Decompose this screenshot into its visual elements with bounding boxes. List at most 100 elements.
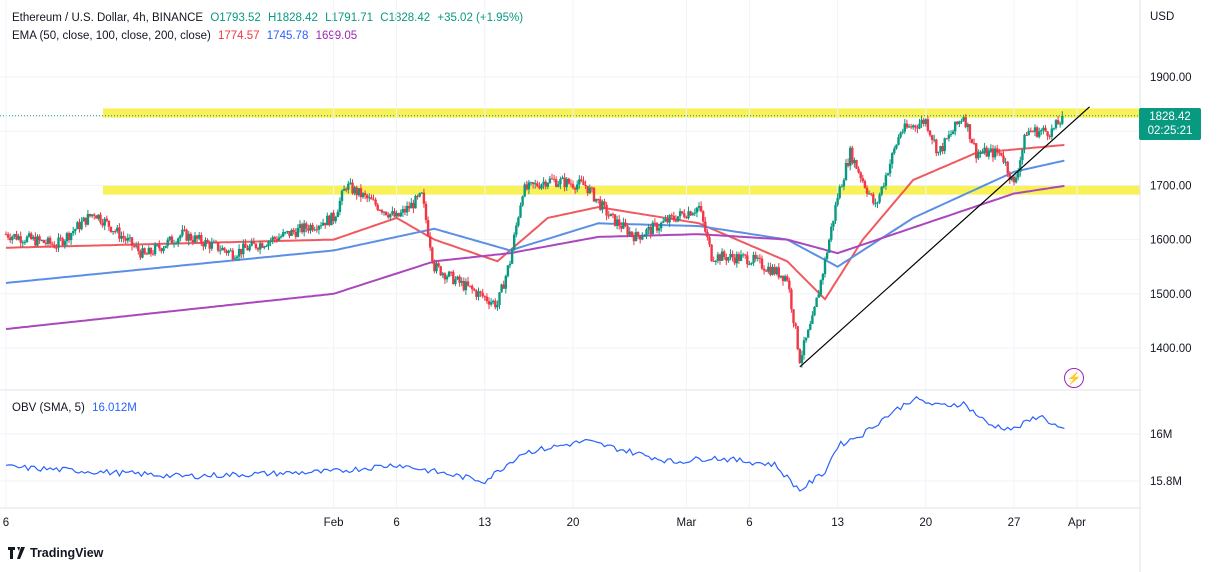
candle-body [962,117,965,121]
candle-body [479,291,482,293]
candle-body [221,247,224,251]
candle-body [153,244,157,255]
candle-body [67,233,71,241]
candle-body [494,300,497,308]
candle-body [445,276,449,280]
candle-body [735,254,738,264]
candle-body [655,223,659,231]
candle-body [796,326,799,350]
candle-body [248,245,251,251]
candle-body [231,250,234,260]
time-tick: Apr [1068,517,1086,529]
candle-body [632,235,636,242]
candle-body [670,215,673,217]
candle-body [569,183,573,185]
candle-body [899,132,902,138]
candle-body [122,236,125,239]
candle-body [609,213,612,217]
candle-body [672,215,675,220]
candle-body [345,188,348,190]
candle-body [712,260,715,262]
candle-body [130,237,134,246]
candle-body [844,163,848,181]
candle-body [1061,115,1064,124]
candle-body [529,182,533,184]
candle-body [624,222,627,227]
candle-body [510,249,514,264]
candle-body [945,138,948,140]
candle-body [15,234,18,240]
candle-body [63,241,66,246]
candle-body [855,160,858,169]
candle-body [267,241,270,247]
candle-body [156,244,159,246]
candle-body [30,233,33,240]
candle-body [277,237,281,241]
candle-body [834,204,837,221]
tradingview-logo[interactable]: TradingView [8,546,103,560]
candle-body [145,253,148,255]
symbol-title[interactable]: Ethereum / U.S. Dollar, 4h, BINANCE [12,12,204,24]
candle-body [401,209,405,213]
candle-body [1046,131,1049,137]
candle-body [922,119,925,124]
candle-body [464,281,468,291]
candle-body [162,247,165,252]
candle-body [51,243,54,245]
candle-body [597,198,600,200]
candle-body [901,131,904,133]
candle-body [846,163,850,166]
candle-body [204,239,207,247]
candle-body [750,262,753,265]
candle-body [27,233,31,237]
candle-body [966,124,969,128]
resistance-zone [103,108,1140,118]
candle-body [370,197,373,200]
candle-body [99,214,102,223]
candle-body [573,187,577,190]
candle-body [271,237,274,241]
candle-body [418,193,421,197]
candle-body [1008,173,1011,180]
candle-body [141,248,144,258]
candle-body [101,222,104,226]
candle-body [410,202,413,209]
candle-body [450,271,453,273]
candle-body [502,284,505,289]
candle-body [315,229,318,231]
axes: 1900.001800.001700.001600.001500.001400.… [0,0,1192,572]
candle-body [452,271,455,285]
candle-body [527,182,531,190]
obv-legend[interactable]: OBV (SMA, 5) 16.012M [12,402,141,414]
obv-series [5,395,1065,492]
candle-body [183,229,186,231]
candle-body [651,222,654,235]
candle-body [802,340,806,356]
candle-body [641,236,644,240]
lightning-icon[interactable]: ⚡ [1064,368,1084,388]
candle-body [4,234,8,236]
candle-body [357,188,360,196]
ema-legend[interactable]: EMA (50, close, 100, close, 200, close) … [12,30,361,42]
candle-body [395,213,398,217]
candle-body [718,254,722,261]
candle-body [557,184,560,187]
candle-body [498,292,501,305]
candle-body [937,151,940,154]
candle-body [628,231,631,235]
candle-body [307,228,310,231]
ema50-line [6,144,1065,301]
candle-body [716,254,720,261]
candle-body [366,195,369,199]
candle-body [523,184,526,197]
candle-body [882,185,885,187]
price-tick: 1600.00 [1150,235,1192,247]
candle-body [935,139,938,154]
candle-body [748,264,751,266]
candle-body [895,144,898,149]
candle-body [960,120,963,122]
candle-body [603,201,606,205]
candle-body [949,134,953,136]
candle-body [351,182,354,194]
